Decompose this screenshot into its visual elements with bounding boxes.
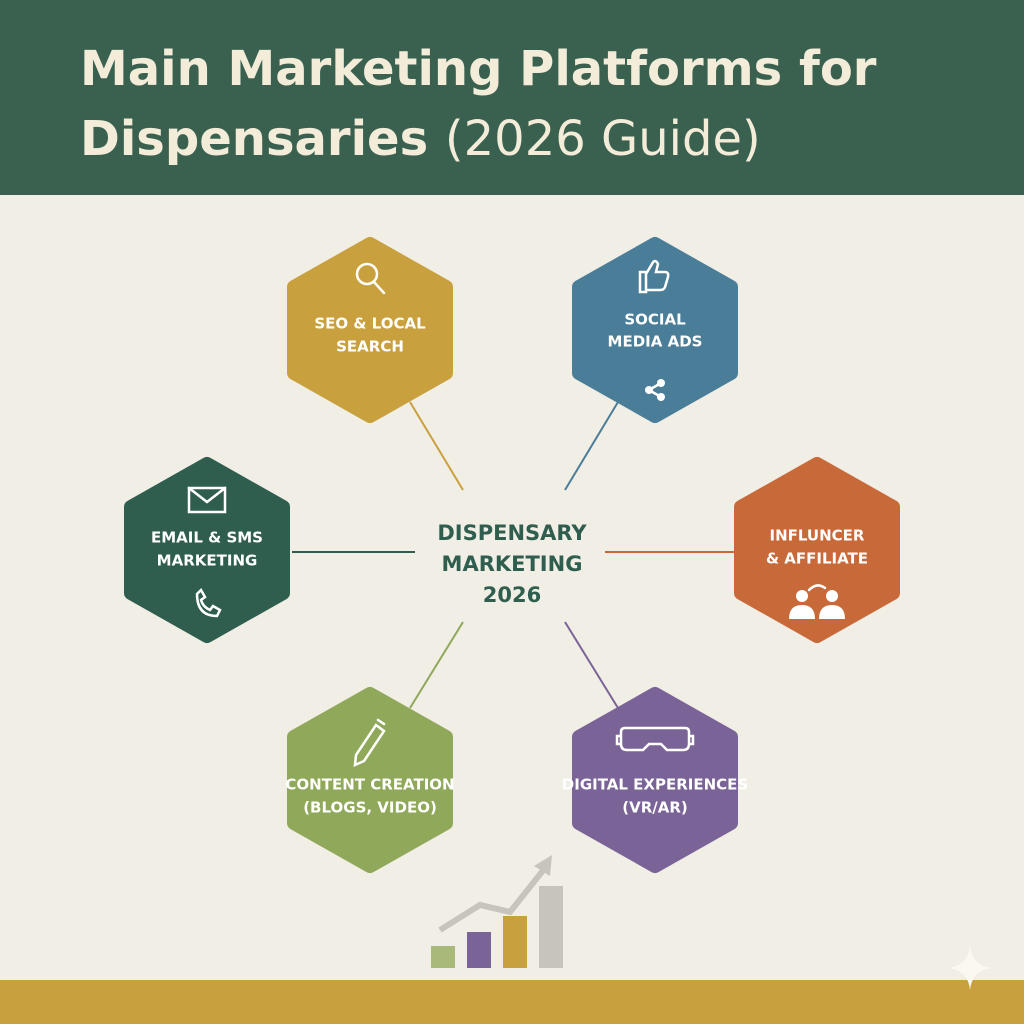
node-label: (BLOGS, VIDEO) [303, 799, 437, 817]
node-label: EMAIL & SMS [151, 529, 263, 547]
title-bold: Main Marketing Platforms for Dispensarie… [80, 41, 877, 167]
connector [564, 621, 619, 709]
platform-node: CONTENT CREATION (BLOGS, VIDEO) [285, 687, 455, 873]
node-label: CONTENT CREATION [285, 776, 454, 794]
title-light: (2026 Guide) [444, 111, 761, 167]
growth-chart-icon [431, 855, 563, 968]
people-icon [826, 590, 838, 602]
header: Main Marketing Platforms for Dispensarie… [0, 0, 1024, 195]
arrow-icon [807, 584, 827, 592]
hexagon [287, 237, 453, 423]
platform-node: SOCIAL MEDIA ADS [572, 237, 738, 423]
mail-icon [187, 486, 227, 504]
share-icon [657, 393, 665, 401]
node-label: SEO & LOCAL [314, 315, 426, 333]
center-label: DISPENSARY [437, 521, 587, 545]
connector [564, 401, 619, 491]
like-icon [638, 259, 670, 294]
people-icon [789, 605, 815, 619]
node-label: MEDIA ADS [608, 333, 703, 351]
title: Main Marketing Platforms for Dispensarie… [80, 34, 910, 174]
node-label: DIGITAL EXPERIENCES [562, 776, 748, 794]
mail-icon [187, 486, 227, 514]
platform-node: SEO & LOCAL SEARCH [287, 237, 453, 423]
hexagon [124, 457, 290, 643]
search-icon [355, 262, 379, 286]
vr-icon [615, 726, 695, 752]
connector [409, 621, 464, 709]
hexagon [572, 237, 738, 423]
platform-node: DIGITAL EXPERIENCES (VR/AR) [562, 687, 748, 873]
footer-band [0, 980, 1024, 1024]
share-icon [657, 379, 665, 387]
pen-icon [353, 718, 386, 768]
people-icon [819, 605, 845, 619]
center-label: 2026 [483, 583, 541, 607]
node-label: (VR/AR) [622, 799, 688, 817]
platform-node: EMAIL & SMS MARKETING [124, 457, 290, 643]
node-label: SOCIAL [624, 311, 686, 329]
node-label: SEARCH [336, 338, 404, 356]
share-icon [645, 386, 653, 394]
connector [409, 401, 464, 491]
node-label: INFLUNCER [770, 527, 865, 545]
hexagon [287, 687, 453, 873]
phone-icon [195, 587, 222, 618]
platform-node: INFLUNCER & AFFILIATE [734, 457, 900, 643]
people-icon [796, 590, 808, 602]
node-label: MARKETING [157, 552, 258, 570]
node-label: & AFFILIATE [766, 550, 868, 568]
center-label: MARKETING [442, 552, 583, 576]
sparkle [948, 945, 992, 990]
search-icon [372, 280, 386, 295]
hexagon [734, 457, 900, 643]
